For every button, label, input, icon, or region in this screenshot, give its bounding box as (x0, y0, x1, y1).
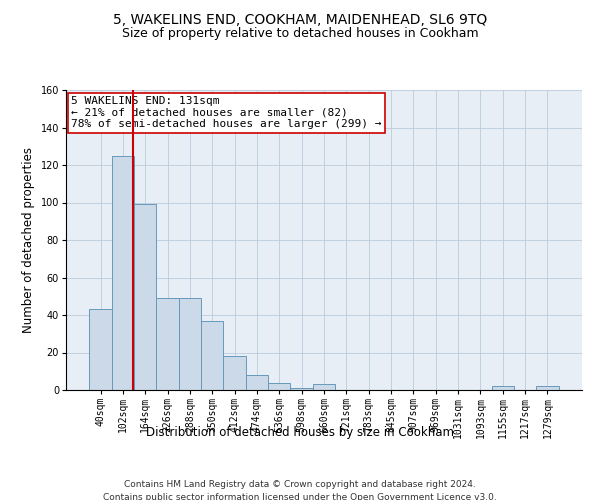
Bar (157, 298, 179, 390)
Bar (290, 388, 313, 390)
Text: Contains HM Land Registry data © Crown copyright and database right 2024.: Contains HM Land Registry data © Crown c… (124, 480, 476, 489)
Bar (536, 386, 559, 390)
Bar (112, 156, 134, 390)
Text: Size of property relative to detached houses in Cookham: Size of property relative to detached ho… (122, 28, 478, 40)
Bar (223, 356, 246, 390)
Bar (268, 382, 290, 390)
Text: Distribution of detached houses by size in Cookham: Distribution of detached houses by size … (146, 426, 454, 439)
Text: Contains public sector information licensed under the Open Government Licence v3: Contains public sector information licen… (103, 492, 497, 500)
Text: 5 WAKELINS END: 131sqm
← 21% of detached houses are smaller (82)
78% of semi-det: 5 WAKELINS END: 131sqm ← 21% of detached… (71, 96, 382, 129)
Bar (491, 386, 514, 390)
Bar (179, 298, 201, 390)
Text: 5, WAKELINS END, COOKHAM, MAIDENHEAD, SL6 9TQ: 5, WAKELINS END, COOKHAM, MAIDENHEAD, SL… (113, 12, 487, 26)
Bar (201, 320, 223, 390)
Y-axis label: Number of detached properties: Number of detached properties (22, 147, 35, 333)
Bar (313, 384, 335, 390)
Bar (89, 310, 112, 390)
Bar (134, 204, 157, 390)
Bar (246, 375, 268, 390)
